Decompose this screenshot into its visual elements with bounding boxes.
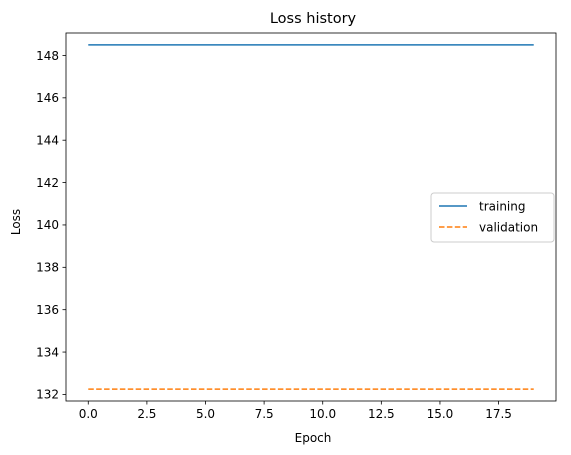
y-tick-label: 144 (36, 134, 59, 148)
legend-label-validation: validation (479, 221, 538, 235)
plot-area (65, 32, 557, 402)
axes-frame (65, 32, 557, 402)
y-tick-label: 148 (36, 49, 59, 63)
x-tick-label: 5.0 (196, 407, 215, 421)
x-tick-label: 17.5 (485, 407, 512, 421)
y-axis-label: Loss (9, 209, 23, 235)
y-tick-label: 132 (36, 388, 59, 402)
y-tick-label: 146 (36, 91, 59, 105)
x-axis-label: Epoch (295, 431, 332, 445)
legend: training validation (430, 192, 555, 243)
axis-ticks: 0.0 2.5 5.0 7.5 10.0 12.5 15.0 17.5 132 134 136 138… (36, 49, 512, 421)
y-tick-label: 136 (36, 303, 59, 317)
chart-title: Loss history (270, 11, 357, 27)
y-tick-label: 142 (36, 176, 59, 190)
legend-label-training: training (479, 200, 526, 214)
y-tick-label: 138 (36, 261, 59, 275)
y-tick-label: 134 (36, 345, 59, 359)
y-tick-label: 140 (36, 218, 59, 232)
x-tick-label: 12.5 (368, 407, 395, 421)
x-tick-label: 7.5 (255, 407, 274, 421)
x-tick-label: 10.0 (309, 407, 336, 421)
x-tick-label: 15.0 (427, 407, 454, 421)
x-tick-label: 0.0 (79, 407, 98, 421)
x-tick-label: 2.5 (137, 407, 156, 421)
